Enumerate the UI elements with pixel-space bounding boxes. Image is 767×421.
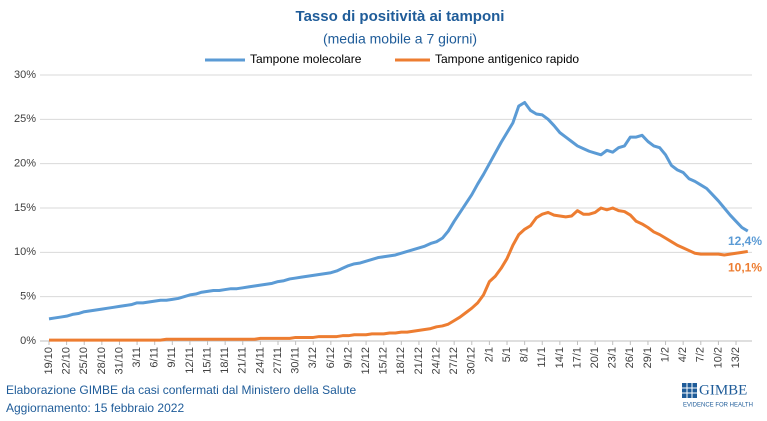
x-tick-label: 31/10 [113, 347, 125, 375]
x-tick-label: 12/12 [360, 347, 372, 375]
x-tick-label: 4/2 [677, 347, 689, 362]
data-label: 12,4% [728, 234, 762, 248]
x-tick-label: 3/12 [307, 347, 319, 368]
source-note: Elaborazione GIMBE da casi confermati da… [6, 383, 357, 397]
update-note: Aggiornamento: 15 febbraio 2022 [6, 401, 184, 415]
chart-subtitle: (media mobile a 7 giorni) [323, 31, 477, 47]
x-tick-label: 5/1 [501, 347, 513, 362]
legend-label: Tampone antigenico rapido [435, 52, 579, 66]
x-tick-label: 1/2 [659, 347, 671, 362]
x-tick-label: 21/12 [413, 347, 425, 375]
logo-icon [682, 383, 697, 398]
y-tick-label: 0% [20, 335, 36, 347]
x-tick-label: 9/12 [342, 347, 354, 368]
x-tick-label: 7/2 [695, 347, 707, 362]
x-tick-label: 19/10 [43, 347, 55, 375]
y-tick-label: 5% [20, 291, 36, 303]
x-tick-label: 26/1 [624, 347, 636, 368]
x-tick-label: 27/12 [448, 347, 460, 375]
y-tick-label: 15% [14, 202, 36, 214]
x-tick-label: 14/1 [554, 347, 566, 368]
x-tick-label: 3/11 [131, 347, 143, 368]
x-tick-label: 30/12 [466, 347, 478, 375]
chart-title: Tasso di positività ai tamponi [296, 8, 505, 25]
x-tick-label: 9/11 [166, 347, 178, 368]
x-tick-label: 18/12 [395, 347, 407, 375]
x-tick-label: 15/11 [201, 347, 213, 374]
series-line [49, 206, 748, 342]
x-tick-label: 24/12 [430, 347, 442, 375]
legend-label: Tampone molecolare [250, 52, 362, 66]
x-tick-label: 24/11 [254, 347, 266, 374]
x-tick-label: 18/11 [219, 347, 231, 374]
x-tick-label: 10/2 [712, 347, 724, 368]
x-tick-label: 22/10 [61, 347, 73, 375]
x-tick-label: 6/12 [325, 347, 337, 368]
data-label: 10,1% [728, 261, 762, 275]
x-tick-label: 13/2 [730, 347, 742, 368]
x-tick-label: 17/1 [571, 347, 583, 368]
y-tick-label: 25% [14, 113, 36, 125]
x-tick-label: 30/11 [290, 347, 302, 374]
x-tick-label: 2/1 [483, 347, 495, 362]
x-tick-label: 20/1 [589, 347, 601, 368]
x-tick-label: 15/12 [378, 347, 390, 375]
series-line [48, 100, 749, 321]
y-tick-label: 30% [14, 69, 36, 81]
logo-tagline: EVIDENCE FOR HEALTH [683, 403, 753, 409]
x-tick-label: 12/11 [184, 347, 196, 374]
x-tick-label: 28/10 [96, 347, 108, 375]
x-tick-label: 27/11 [272, 347, 284, 374]
x-tick-label: 23/1 [607, 347, 619, 368]
logo-text: GIMBE [699, 382, 747, 398]
x-tick-label: 29/1 [642, 347, 654, 368]
logo-icon-grid [682, 383, 697, 398]
y-tick-label: 20% [14, 158, 36, 170]
x-tick-label: 21/11 [237, 347, 249, 374]
x-tick-label: 6/11 [149, 347, 161, 368]
x-tick-label: 25/10 [78, 347, 90, 375]
y-tick-label: 10% [14, 246, 36, 258]
logo: GIMBE EVIDENCE FOR HEALTH [682, 382, 753, 409]
x-tick-label: 11/1 [536, 347, 548, 368]
x-tick-label: 8/1 [519, 347, 531, 362]
